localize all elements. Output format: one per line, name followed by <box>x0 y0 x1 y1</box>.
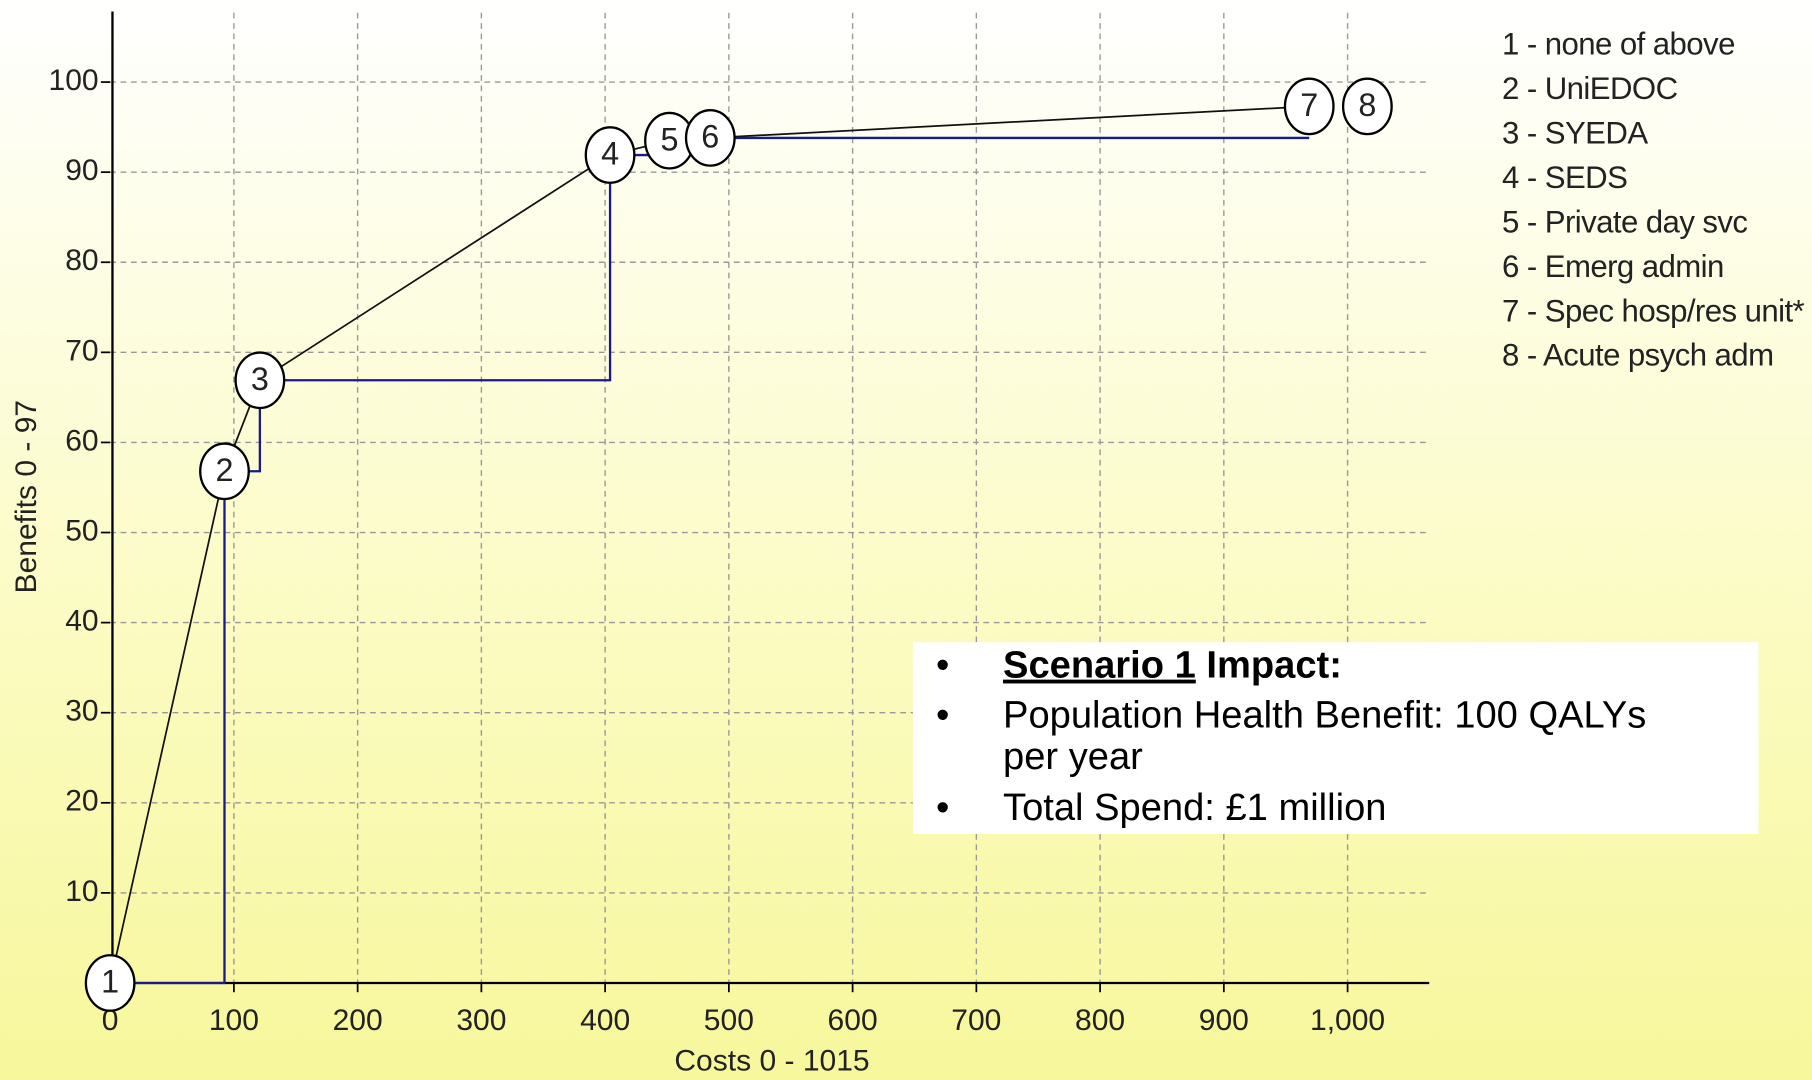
callout-box <box>912 642 1759 834</box>
x-tick-label: 600 <box>828 1004 878 1037</box>
bullet: • <box>936 645 949 687</box>
x-tick-label: 0 <box>102 1004 119 1037</box>
legend-entry: 1 - none of above <box>1502 26 1735 61</box>
point-label: 8 <box>1358 87 1376 123</box>
callout-line: per year <box>1003 736 1143 778</box>
bullet: • <box>936 787 949 829</box>
x-tick-label: 100 <box>209 1004 259 1037</box>
legend-entry: 4 - SEDS <box>1502 160 1627 195</box>
y-tick-label: 40 <box>65 605 98 638</box>
legend-entry: 7 - Spec hosp/res unit* <box>1502 293 1805 328</box>
y-tick-label: 80 <box>65 244 98 277</box>
y-tick-label: 60 <box>65 424 98 457</box>
y-tick-label: 20 <box>65 785 98 818</box>
point <box>1341 77 1393 136</box>
y-tick-label: 90 <box>65 154 98 187</box>
x-tick-label: 800 <box>1075 1004 1125 1037</box>
bullet: • <box>936 694 949 736</box>
legend-entry: 2 - UniEDOC <box>1502 71 1678 106</box>
point <box>234 351 286 410</box>
x-axis-label: Costs 0 - 1015 <box>674 1045 869 1078</box>
point-label: 1 <box>101 964 119 1000</box>
point-label: 5 <box>660 121 678 157</box>
point <box>1283 77 1335 136</box>
legend-entry: 3 - SYEDA <box>1502 115 1648 150</box>
y-tick-label: 100 <box>49 64 99 97</box>
y-axis-label: Benefits 0 - 97 <box>10 400 43 594</box>
y-tick-label: 50 <box>65 514 98 547</box>
heading-underlined: Scenario 1 <box>1003 645 1196 687</box>
legend-entry: 5 - Private day svc <box>1502 204 1747 239</box>
point <box>584 126 636 184</box>
x-tick-label: 700 <box>951 1004 1001 1037</box>
callout-heading: Scenario 1 Impact: <box>1003 645 1342 687</box>
point <box>199 442 250 501</box>
point-label: 3 <box>251 361 269 397</box>
point-label: 6 <box>701 119 719 155</box>
point <box>84 954 136 1012</box>
legend-entry: 8 - Acute psych adm <box>1502 338 1773 373</box>
grid <box>110 12 1430 983</box>
callout-line: Total Spend: £1 million <box>1003 787 1386 829</box>
point-label: 7 <box>1300 87 1318 123</box>
point-label: 4 <box>601 136 619 172</box>
step-line <box>110 136 1310 985</box>
frontier-line <box>109 105 1310 984</box>
callout: • Scenario 1 Impact: • Population Health… <box>912 642 1759 834</box>
x-tick-label: 500 <box>704 1004 754 1037</box>
y-tick-label: 70 <box>65 334 98 367</box>
x-tick-label: 900 <box>1199 1004 1249 1037</box>
x-tick-label: 400 <box>580 1004 630 1037</box>
point-label: 2 <box>215 452 233 488</box>
y-tick-label: 30 <box>65 695 98 728</box>
x-tick-label: 300 <box>456 1004 506 1037</box>
legend-entry: 6 - Emerg admin <box>1502 249 1724 284</box>
point <box>684 109 736 167</box>
callout-line: Population Health Benefit: 100 QALYs <box>1003 694 1646 736</box>
x-tick-label: 1,000 <box>1310 1004 1385 1037</box>
heading-rest: Impact: <box>1196 645 1342 687</box>
x-tick-label: 200 <box>333 1004 383 1037</box>
y-tick-label: 10 <box>65 875 98 908</box>
